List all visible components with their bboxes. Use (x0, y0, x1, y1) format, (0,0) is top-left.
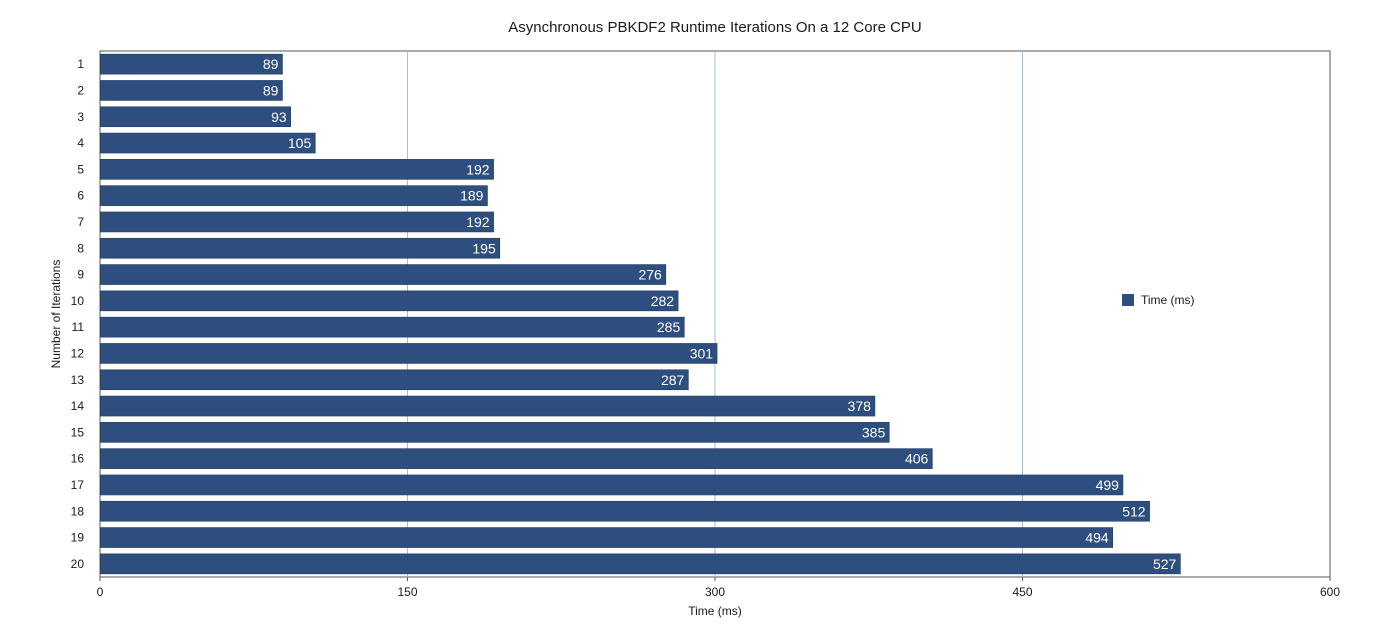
y-tick-label: 16 (71, 452, 85, 466)
bar (100, 553, 1181, 575)
y-tick-label: 5 (77, 162, 84, 176)
plot-area: 0 150 300 450 600891892933105419251896192719… (71, 50, 1340, 599)
bar-value-label: 192 (466, 214, 490, 230)
bar (100, 527, 1114, 548)
bar (100, 237, 501, 259)
bar-value-label: 378 (848, 398, 872, 414)
y-tick-label: 7 (77, 215, 84, 229)
y-tick-label: 11 (72, 320, 85, 334)
bar (100, 316, 685, 338)
y-tick-label: 2 (77, 83, 84, 97)
y-tick-label: 13 (71, 373, 85, 387)
y-tick-label: 12 (71, 346, 85, 360)
bar-value-label: 301 (690, 345, 714, 361)
y-axis-label: Number of Iterations (49, 260, 63, 369)
bar (100, 264, 667, 285)
y-tick-label: 3 (77, 110, 84, 124)
bar-value-label: 105 (288, 135, 312, 151)
chart-title: Asynchronous PBKDF2 Runtime Iterations O… (508, 19, 922, 36)
legend: Time (ms) (1122, 293, 1195, 307)
bar-value-label: 287 (661, 372, 685, 388)
bar-value-label: 385 (862, 424, 886, 440)
y-tick-label: 17 (71, 478, 85, 492)
bar-value-label: 89 (263, 82, 279, 98)
legend-swatch (1122, 294, 1134, 306)
y-tick-label: 18 (71, 504, 85, 518)
bar-value-label: 93 (271, 109, 287, 125)
x-tick-label: 600 (1320, 585, 1340, 599)
y-tick-label: 6 (77, 189, 84, 203)
bar-value-label: 89 (263, 56, 279, 72)
bar (100, 159, 494, 180)
x-tick-label: 0 (97, 585, 104, 599)
bar (100, 211, 494, 233)
y-tick-label: 20 (71, 557, 85, 571)
bar (100, 395, 876, 417)
x-axis-label: Time (ms) (688, 604, 742, 618)
bar-value-label: 406 (905, 451, 929, 467)
bar-value-label: 285 (657, 319, 681, 335)
y-tick-label: 8 (77, 241, 84, 255)
bar-value-label: 276 (638, 267, 662, 283)
bar (100, 80, 283, 101)
bar-value-label: 527 (1153, 556, 1177, 572)
bar-value-label: 512 (1122, 503, 1146, 519)
y-tick-label: 9 (77, 268, 84, 282)
bar-value-label: 195 (472, 240, 496, 256)
bar (100, 132, 316, 154)
y-tick-label: 15 (71, 425, 85, 439)
bar (100, 448, 933, 469)
bar (100, 369, 689, 391)
y-tick-label: 4 (77, 136, 84, 150)
bar-value-label: 494 (1085, 530, 1109, 546)
y-tick-label: 1 (77, 57, 84, 71)
y-tick-label: 19 (71, 531, 85, 545)
bar (100, 343, 718, 364)
x-tick-label: 450 (1012, 585, 1032, 599)
bar (100, 106, 291, 128)
bar (100, 474, 1124, 496)
bar (100, 185, 488, 206)
bar (100, 53, 283, 75)
y-tick-label: 14 (71, 399, 85, 413)
bar (100, 290, 679, 312)
x-tick-label: 150 (397, 585, 417, 599)
x-tick-label: 300 (705, 585, 725, 599)
bar (100, 500, 1150, 522)
bar-value-label: 192 (466, 161, 490, 177)
bar (100, 422, 890, 443)
bar-value-label: 499 (1096, 477, 1120, 493)
bar-value-label: 282 (651, 293, 675, 309)
bar-value-label: 189 (460, 188, 484, 204)
legend-label: Time (ms) (1141, 293, 1195, 307)
y-tick-label: 10 (71, 294, 85, 308)
